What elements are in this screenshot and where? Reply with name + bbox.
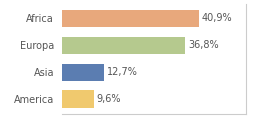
Bar (62, 37, 185, 54)
Bar (62, 63, 104, 81)
Text: 9,6%: 9,6% (97, 94, 121, 104)
Text: 36,8%: 36,8% (188, 40, 219, 50)
Text: 12,7%: 12,7% (107, 67, 138, 77)
Text: 40,9%: 40,9% (202, 13, 232, 23)
Bar (62, 10, 199, 27)
Bar (62, 90, 94, 108)
